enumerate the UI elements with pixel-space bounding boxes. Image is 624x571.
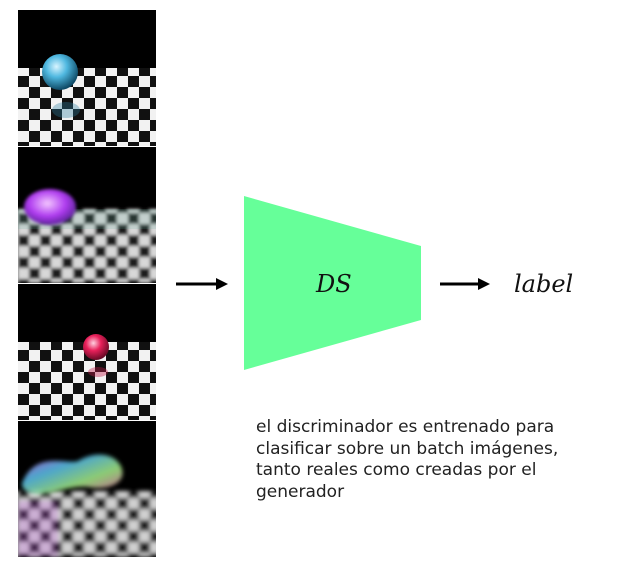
image-frame-generated-multicolor-blob [18, 421, 156, 557]
input-arrow [176, 278, 228, 290]
sphere-shape [42, 54, 78, 90]
blob-shape [24, 189, 76, 225]
output-label: label [514, 270, 574, 298]
output-arrow [440, 278, 490, 290]
checkerboard-floor [18, 342, 156, 420]
sphere-shape [83, 334, 109, 360]
blob-shape [22, 454, 123, 494]
image-batch-strip [18, 10, 156, 558]
discriminator-block [244, 196, 421, 370]
discriminator-label: DS [316, 270, 352, 298]
checkerboard-floor [18, 209, 156, 283]
image-frame-real-pink-sphere [18, 284, 156, 420]
checkerboard-floor [18, 68, 156, 146]
caption-text: el discriminador es entrenado para clasi… [256, 417, 559, 502]
image-frame-generated-purple-blob [18, 147, 156, 283]
image-frame-real-blue-sphere [18, 10, 156, 146]
discriminator-trapezoid [244, 196, 421, 370]
